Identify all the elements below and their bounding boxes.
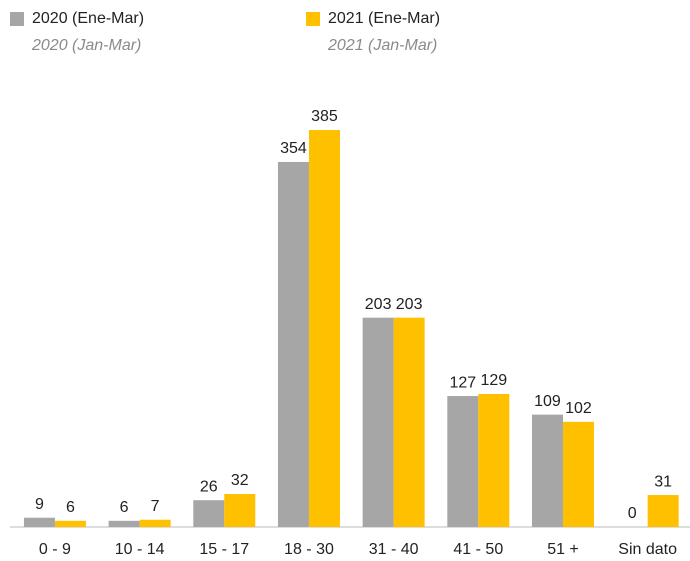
value-label: 26 bbox=[200, 478, 218, 495]
x-tick-label: 18 - 30 bbox=[284, 541, 334, 558]
bar bbox=[108, 520, 140, 527]
value-label: 102 bbox=[565, 400, 592, 417]
value-label: 0 bbox=[628, 505, 637, 522]
legend-label: 2020 (Ene-Mar) bbox=[32, 10, 144, 27]
value-label: 109 bbox=[534, 393, 561, 410]
bar bbox=[647, 495, 679, 527]
legend-swatch bbox=[306, 12, 320, 26]
value-label: 203 bbox=[365, 296, 392, 313]
x-tick-label: 41 - 50 bbox=[453, 541, 503, 558]
value-label: 129 bbox=[480, 372, 507, 389]
legend-sublabel: 2020 (Jan-Mar) bbox=[31, 37, 141, 54]
value-label: 9 bbox=[35, 496, 44, 513]
bar bbox=[308, 130, 340, 527]
bar bbox=[23, 517, 55, 527]
bar bbox=[139, 519, 171, 527]
bar bbox=[447, 396, 479, 527]
value-label: 31 bbox=[654, 473, 672, 490]
bar bbox=[362, 317, 394, 527]
value-label: 127 bbox=[449, 374, 476, 391]
x-tick-label: 51 + bbox=[547, 541, 579, 558]
bar bbox=[531, 414, 563, 527]
bar bbox=[193, 500, 225, 527]
x-tick-label: 15 - 17 bbox=[199, 541, 249, 558]
bar bbox=[277, 161, 309, 527]
value-label: 7 bbox=[151, 498, 160, 515]
value-label: 385 bbox=[311, 108, 338, 125]
value-label: 203 bbox=[396, 296, 423, 313]
legend-sublabel: 2021 (Jan-Mar) bbox=[327, 37, 437, 54]
legend-swatch bbox=[10, 12, 24, 26]
legend-label: 2021 (Ene-Mar) bbox=[328, 10, 440, 27]
x-tick-label: 31 - 40 bbox=[369, 541, 419, 558]
x-tick-label: Sin dato bbox=[618, 541, 677, 558]
bar bbox=[478, 393, 510, 527]
bar bbox=[562, 421, 594, 527]
value-label: 6 bbox=[120, 499, 129, 516]
value-label: 6 bbox=[66, 499, 75, 516]
bar bbox=[224, 494, 256, 527]
bar bbox=[393, 317, 425, 527]
x-tick-label: 10 - 14 bbox=[115, 541, 165, 558]
value-label: 354 bbox=[280, 140, 307, 157]
bar bbox=[54, 520, 86, 527]
x-tick-label: 0 - 9 bbox=[39, 541, 71, 558]
value-label: 32 bbox=[231, 472, 249, 489]
